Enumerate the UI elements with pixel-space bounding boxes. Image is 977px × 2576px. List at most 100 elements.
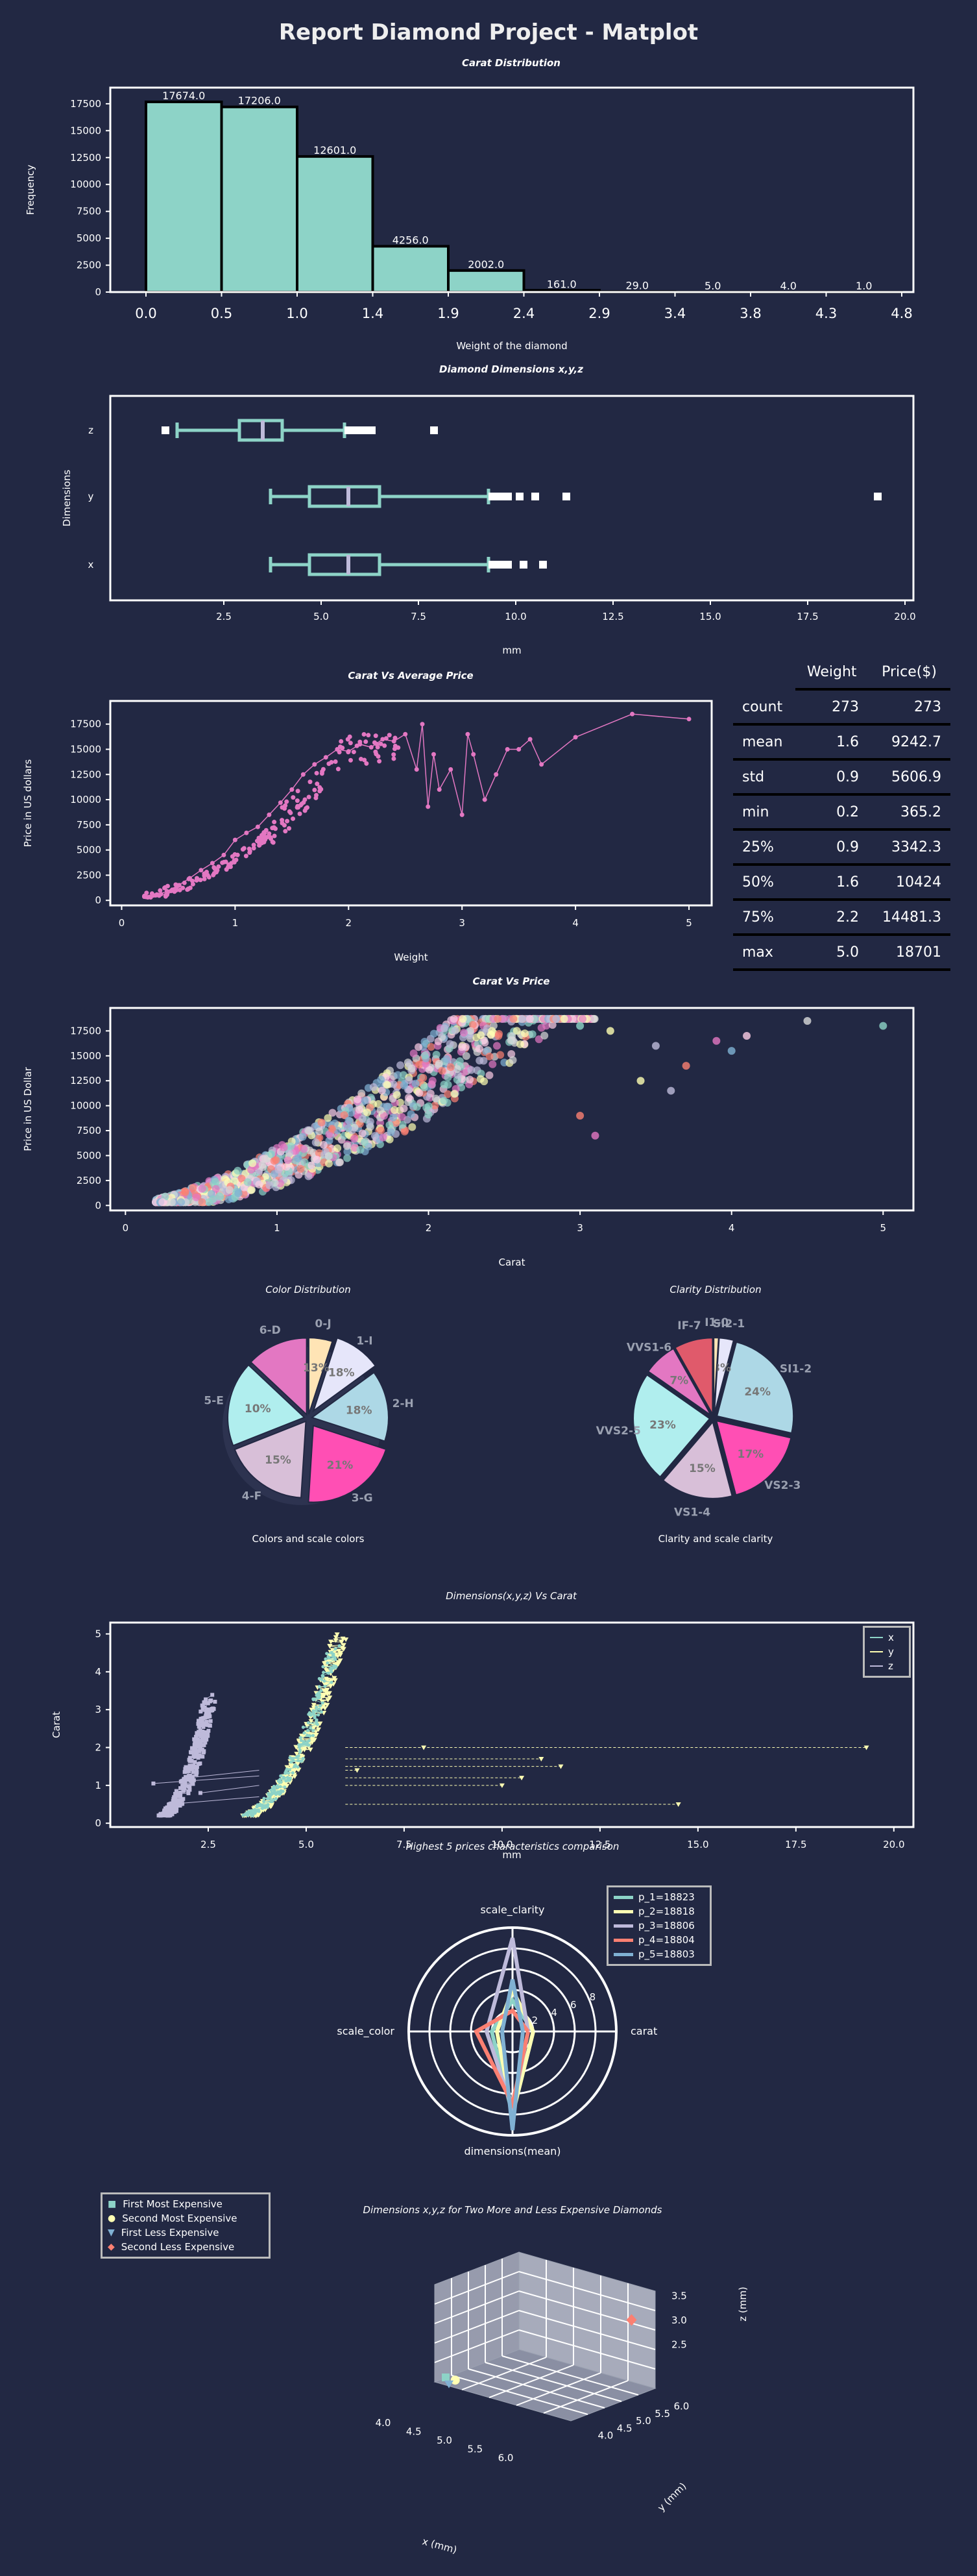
y-tick-label: 17500	[70, 98, 101, 110]
avg-price-point	[348, 741, 353, 746]
avg-price-point	[378, 741, 383, 746]
series-z-point	[203, 1740, 208, 1745]
scatter-point	[590, 1014, 598, 1023]
radar-axis-label: carat	[631, 2025, 657, 2037]
series-x-point	[266, 1803, 270, 1807]
legend-entry: p_2=18818	[614, 1904, 705, 1919]
scatter-point	[358, 1114, 367, 1123]
grid-line	[461, 2357, 547, 2390]
scatter-point	[438, 1066, 446, 1075]
carat-distribution-chart: 17674.0 17206.0 12601.0 4256.0 2002.0 161.0 29…	[25, 86, 915, 352]
stats-cell: 18701	[868, 935, 950, 971]
y-tick-label: 12500	[70, 1075, 101, 1086]
scatter-point	[428, 1080, 436, 1088]
pie-slice	[674, 1337, 714, 1417]
scatter-point	[344, 1124, 352, 1133]
scatter-point	[494, 1014, 502, 1023]
series-z-point	[198, 1791, 202, 1795]
series-x-point	[307, 1739, 311, 1743]
x-tick-label: 6.0	[498, 2452, 514, 2464]
avg-price-point	[170, 887, 175, 892]
y-tick-label: 1	[95, 1780, 101, 1791]
series-x-point	[324, 1657, 328, 1661]
series-z-point	[213, 1699, 217, 1704]
series-x-point	[320, 1678, 324, 1682]
y-axis-label: Frequency	[25, 165, 36, 215]
series-z-point	[198, 1761, 202, 1766]
avg-price-point	[278, 800, 283, 805]
scatter-point	[319, 1140, 328, 1149]
series-z-point	[201, 1736, 206, 1741]
series-y-point	[338, 1650, 344, 1656]
carat-avg-price-chart: 0 2500 5000 7500 10000 12500 15000 17500 0 1 2 3 4 5 W…	[22, 700, 713, 963]
series-z-point	[197, 1753, 202, 1758]
scatter-point	[177, 1198, 186, 1207]
box-flier	[874, 493, 882, 500]
avg-price-point	[351, 750, 356, 755]
scatter-point	[422, 1060, 430, 1068]
avg-price-point	[229, 861, 234, 866]
series-x-point	[326, 1671, 330, 1675]
series-y-point	[675, 1802, 681, 1807]
scatter-point	[540, 1031, 549, 1040]
scatter-point	[358, 1129, 367, 1138]
avg-price-point	[403, 731, 408, 737]
legend-entry: p_4=18804	[614, 1933, 705, 1947]
radar-series-line	[500, 1979, 525, 2131]
series-y-point	[278, 1783, 284, 1788]
series-y-point	[298, 1734, 304, 1739]
series-z-point	[187, 1756, 192, 1760]
avg-price-point	[141, 894, 147, 900]
y-tick-label: x	[88, 559, 94, 570]
series-x-point	[289, 1776, 293, 1780]
pie-pct-label: 23%	[649, 1419, 676, 1432]
y-tick-label: 17500	[70, 1025, 101, 1037]
series-z-point	[178, 1786, 183, 1791]
series-z-point	[197, 1719, 201, 1723]
avg-price-point	[374, 752, 379, 757]
x-tick-label: 2	[346, 917, 352, 929]
scatter-point	[507, 1037, 515, 1045]
scatter-point	[282, 1162, 291, 1171]
scatter-point	[167, 1198, 176, 1207]
series-x-point	[278, 1785, 282, 1789]
histogram-bar	[145, 100, 223, 294]
grid-line	[518, 2271, 656, 2311]
stats-cell: 2.2	[795, 900, 869, 936]
scatter3d-point	[626, 2314, 637, 2326]
avg-price-point	[387, 733, 392, 738]
y-axis-label: Dimensions	[61, 470, 73, 527]
pie-slice	[633, 1373, 711, 1478]
avg-price-point	[361, 731, 367, 737]
scatter-point	[516, 1040, 524, 1048]
carat-avg-price-title: Carat Vs Average Price	[348, 670, 474, 681]
dims-carat-chart: 0 1 2 3 4 5 2.5 5.0 7.5 10.0 12.5 15.0 17.5 20.0 mm Car…	[51, 1621, 915, 1861]
series-z-point	[203, 1700, 208, 1704]
scatter-point	[727, 1047, 736, 1055]
series-z-point	[200, 1747, 204, 1752]
carat-distribution-title: Carat Distribution	[462, 57, 561, 69]
legend-entry: z	[870, 1659, 904, 1673]
scatter-point	[462, 1051, 470, 1060]
pie-slice	[250, 1337, 308, 1416]
scatter-point	[258, 1160, 267, 1169]
series-x-point	[272, 1790, 276, 1794]
series-z-point	[200, 1703, 204, 1708]
series-z-point	[200, 1730, 205, 1734]
x-tick-label: 5	[880, 1222, 887, 1234]
radar-axis-label: scale_color	[337, 2025, 394, 2038]
stats-table: Weight Price($) count 273 273 mean 1.6 9242.7…	[733, 656, 950, 971]
scatter-point	[361, 1096, 369, 1105]
series-x-point	[279, 1789, 283, 1793]
series-z-point	[211, 1706, 215, 1711]
scatter3d-legend: ■ First Most Expensive ● Second Most Expens…	[101, 2192, 271, 2259]
scatter-point	[879, 1022, 887, 1030]
avg-price-point	[391, 739, 396, 744]
pie-pct-label: 13%	[303, 1362, 330, 1375]
scatter-point	[415, 1061, 424, 1069]
clarity-pie-xlabel: Clarity and scale clarity	[658, 1533, 773, 1545]
series-z-point	[198, 1747, 202, 1751]
x-tick-label: 5.0	[298, 1839, 314, 1850]
avg-price-point	[285, 818, 290, 824]
avg-price-point	[505, 746, 510, 752]
